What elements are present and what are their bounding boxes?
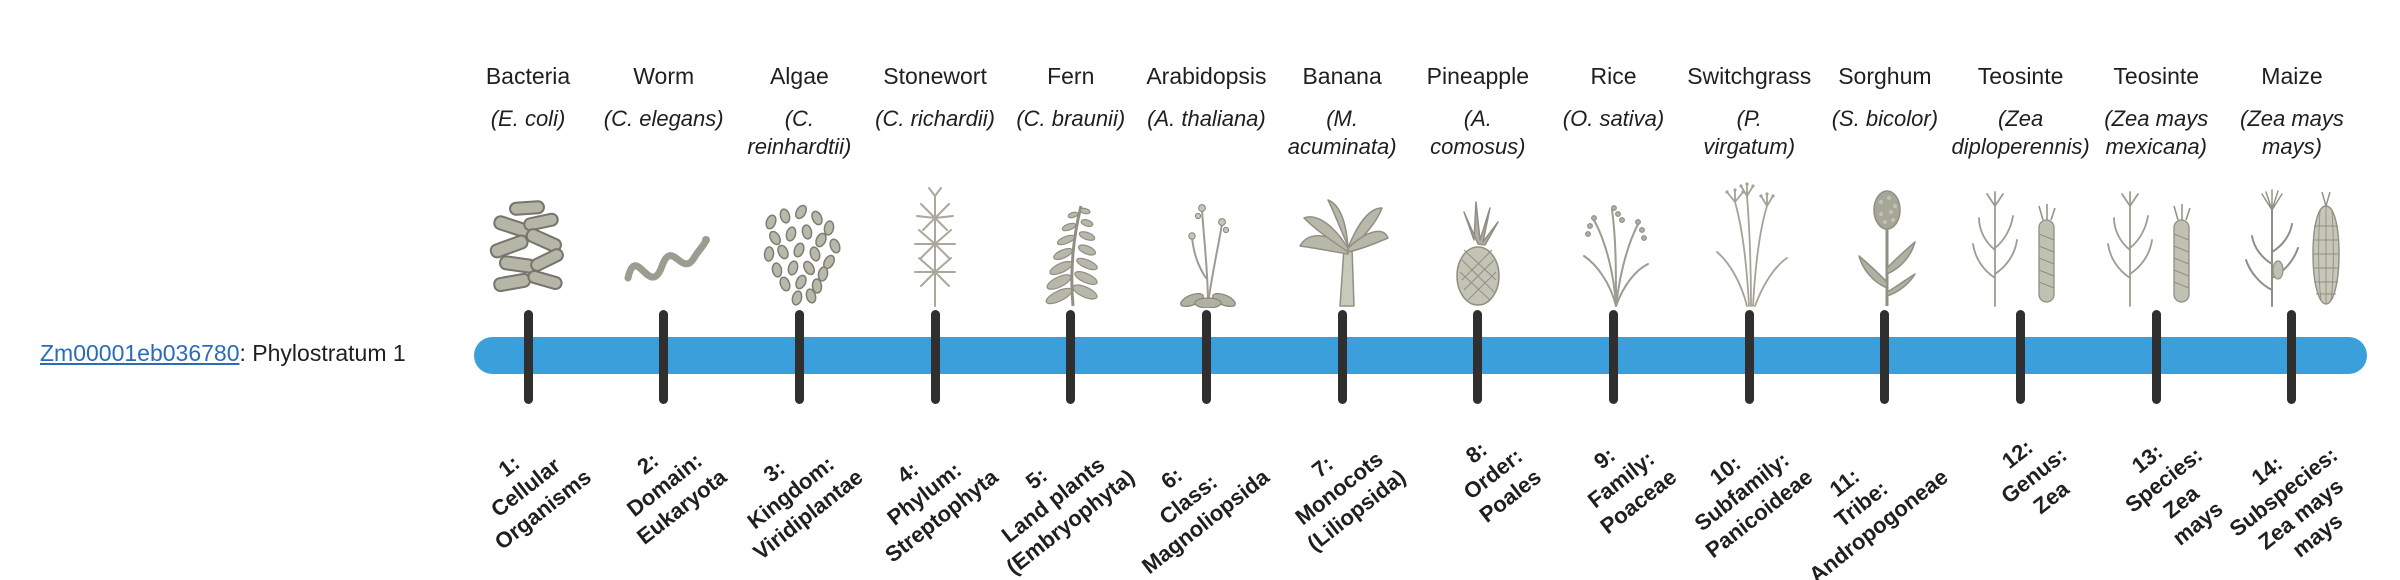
switchgrass-icon [1684, 168, 1814, 308]
timeline-tick-13 [2151, 310, 2161, 404]
maize-icon [2227, 168, 2357, 308]
organism-name: Maize [2261, 63, 2323, 89]
organism-scientific-name: acuminata) [1287, 133, 1397, 159]
timeline-tick-7 [1337, 310, 1347, 404]
organism-name: Algae [769, 63, 829, 89]
organism-scientific-name: (A. [1463, 106, 1492, 132]
organism-name: Stonewort [883, 63, 987, 89]
organism-scientific-name: (S. bicolor) [1831, 106, 1939, 132]
teosinte-icon [2091, 168, 2221, 308]
timeline-tick-11 [1880, 310, 1890, 404]
organism-label: Teosinte (Zea mays mexicana) [2071, 62, 2241, 160]
organism-scientific-name: (M. [1326, 106, 1358, 132]
timeline-tick-4 [930, 310, 940, 404]
organism-name: Fern [1047, 63, 1095, 89]
organism-name: Sorghum [1838, 63, 1932, 89]
organism-name: Banana [1302, 63, 1382, 89]
organism-label: Pineapple (A. comosus) [1393, 62, 1563, 160]
stratum-label: 12: Genus: Zea [1979, 420, 2089, 531]
organism-scientific-name: reinhardtii) [747, 133, 852, 159]
stratum-label: 9: Family: Poaceae [1561, 420, 1682, 539]
organism-label: Switchgrass (P. virgatum) [1664, 62, 1834, 160]
organism-scientific-name: (Zea mays [2240, 106, 2344, 132]
organism-scientific-name: mexicana) [2105, 133, 2207, 159]
phylostratum-bar [474, 337, 2367, 374]
stratum-label: 1: Cellular Organisms [455, 420, 596, 555]
organism-name: Worm [633, 63, 695, 89]
organism-name: Switchgrass [1687, 63, 1812, 89]
stratum-label: 8: Order: Poales [1440, 420, 1546, 528]
worm-icon [599, 168, 729, 308]
organism-scientific-name: mays) [2262, 133, 2322, 159]
organism-label: Rice (O. sativa) [1529, 62, 1699, 133]
organism-scientific-name: (Zea [1997, 106, 2044, 132]
organism-label: Bacteria (E. coli) [443, 62, 613, 133]
stratum-label: 4: Phylum: Streptophyta [846, 420, 1003, 568]
gene-label: Zm00001eb036780: Phylostratum 1 [40, 340, 406, 367]
organism-scientific-name: (C. braunii) [1016, 106, 1126, 132]
organism-scientific-name: (O. sativa) [1562, 106, 1665, 132]
organism-label: Stonewort (C. richardii) [850, 62, 1020, 133]
timeline-tick-12 [2016, 310, 2026, 404]
stratum-label: 2: Domain: Eukaryota [598, 420, 732, 550]
organism-name: Rice [1590, 63, 1637, 89]
stratum-label: 14: Subspecies: Zea mays mays [2208, 420, 2377, 580]
organism-scientific-name: (C. [784, 106, 815, 132]
arabidopsis-icon [1141, 168, 1271, 308]
timeline-tick-8 [1473, 310, 1483, 404]
banana-icon [1277, 168, 1407, 308]
timeline-tick-10 [1744, 310, 1754, 404]
stonewort-icon [870, 168, 1000, 308]
timeline-tick-9 [1609, 310, 1619, 404]
stratum-label: 5: Land plants (Embryophyta) [966, 420, 1139, 580]
organism-scientific-name: comosus) [1430, 133, 1526, 159]
timeline-tick-6 [1201, 310, 1211, 404]
organism-scientific-name: virgatum) [1703, 133, 1796, 159]
fern-icon [1006, 168, 1136, 308]
algae-icon [734, 168, 864, 308]
organism-label: Banana (M. acuminata) [1257, 62, 1427, 160]
organism-label: Sorghum (S. bicolor) [1800, 62, 1970, 133]
organism-name: Teosinte [1977, 63, 2064, 89]
timeline-tick-2 [659, 310, 669, 404]
gene-label-suffix: : Phylostratum 1 [239, 340, 406, 366]
organism-scientific-name: (E. coli) [490, 106, 566, 132]
organism-scientific-name: (A. thaliana) [1147, 106, 1266, 132]
organism-label: Maize (Zea mays mays) [2207, 62, 2377, 160]
organism-label: Worm (C. elegans) [579, 62, 749, 133]
rice-icon [1549, 168, 1679, 308]
organism-scientific-name: (C. richardii) [875, 106, 995, 132]
organism-scientific-name: (Zea mays [2104, 106, 2209, 132]
organism-scientific-name: (C. elegans) [603, 106, 724, 132]
teosinte-icon [1956, 168, 2086, 308]
organism-name: Bacteria [485, 63, 571, 89]
organism-name: Arabidopsis [1146, 63, 1267, 89]
organism-label: Fern (C. braunii) [986, 62, 1156, 133]
organism-scientific-name: (P. [1736, 106, 1762, 132]
organism-label: Arabidopsis (A. thaliana) [1121, 62, 1291, 133]
bacteria-icon [463, 168, 593, 308]
organism-label: Teosinte (Zea diploperennis) [1936, 62, 2106, 160]
timeline-tick-5 [1066, 310, 1076, 404]
stratum-label: 7: Monocots (Liliopsida) [1268, 420, 1411, 557]
stratum-label: 3: Kingdom: Viridiplantae [714, 420, 868, 566]
stratum-label: 6: Class: Magnoliopsida [1103, 420, 1275, 579]
sorghum-icon [1820, 168, 1950, 308]
timeline-tick-3 [794, 310, 804, 404]
pineapple-icon [1413, 168, 1543, 308]
timeline-tick-1 [523, 310, 533, 404]
organism-label: Algae (C. reinhardtii) [714, 62, 884, 160]
organism-name: Teosinte [2113, 63, 2200, 89]
organism-scientific-name: diploperennis) [1951, 133, 2090, 159]
organism-name: Pineapple [1426, 63, 1529, 89]
timeline-tick-14 [2287, 310, 2297, 404]
gene-id-link[interactable]: Zm00001eb036780 [40, 340, 240, 366]
